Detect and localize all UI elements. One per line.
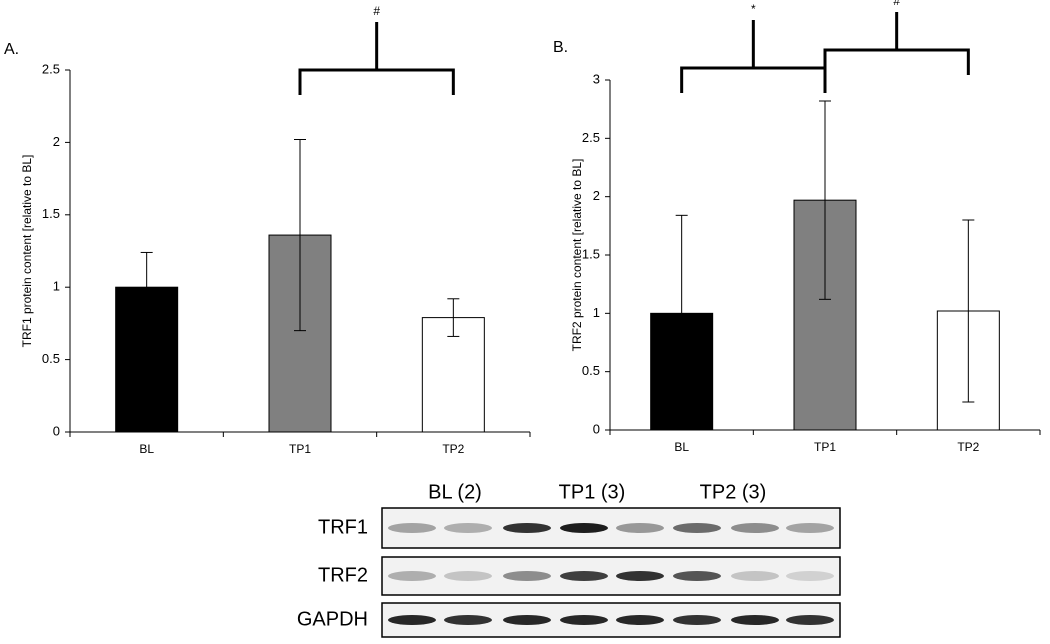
panel-label: B. bbox=[553, 39, 568, 56]
blot-band bbox=[388, 523, 436, 533]
blot-row-label: TRF1 bbox=[318, 516, 368, 538]
error-bar bbox=[294, 139, 306, 332]
error-bar bbox=[962, 219, 975, 403]
blot-band bbox=[444, 615, 492, 625]
blot-band bbox=[503, 615, 551, 625]
blot-band bbox=[616, 571, 664, 581]
error-bar bbox=[140, 251, 153, 323]
blot-band bbox=[786, 571, 834, 581]
blot-band bbox=[786, 523, 834, 533]
blot-band bbox=[388, 571, 436, 581]
y-tick-label: 1.5 bbox=[42, 206, 60, 221]
y-axis-title: TRF2 protein content [relative to BL] bbox=[570, 159, 584, 352]
y-tick-label: 1.5 bbox=[582, 246, 600, 261]
blot-band bbox=[388, 615, 436, 625]
significance-label: * bbox=[751, 2, 756, 16]
blot-band bbox=[503, 523, 551, 533]
blot-band bbox=[731, 523, 779, 533]
blot-group-label: TP1 (3) bbox=[559, 481, 626, 503]
x-tick-label: TP1 bbox=[814, 440, 836, 454]
y-tick-label: 1 bbox=[593, 305, 600, 320]
blot-band bbox=[673, 615, 721, 625]
x-tick-label: TP2 bbox=[442, 442, 464, 456]
x-tick-label: BL bbox=[674, 440, 689, 454]
error-bar bbox=[447, 298, 460, 337]
y-tick-label: 0.5 bbox=[42, 351, 60, 366]
y-tick-label: 2.5 bbox=[582, 130, 600, 145]
y-tick-label: 0 bbox=[53, 423, 60, 438]
blot-band bbox=[560, 523, 608, 533]
x-tick-label: TP1 bbox=[289, 442, 311, 456]
blot-band bbox=[503, 571, 551, 581]
significance-bracket bbox=[298, 22, 455, 95]
significance-bracket bbox=[823, 12, 970, 75]
blot-group-label: BL (2) bbox=[428, 481, 482, 503]
y-tick-label: 1 bbox=[53, 279, 60, 294]
x-tick-label: TP2 bbox=[957, 440, 979, 454]
panel-label: A. bbox=[4, 41, 19, 58]
blot-band bbox=[731, 615, 779, 625]
blot-band bbox=[560, 571, 608, 581]
y-tick-label: 3 bbox=[593, 71, 600, 86]
error-bar bbox=[819, 100, 831, 300]
y-tick-label: 2 bbox=[593, 188, 600, 203]
blot-band bbox=[673, 523, 721, 533]
blot-band bbox=[786, 615, 834, 625]
y-tick-label: 2.5 bbox=[42, 61, 60, 76]
significance-label: # bbox=[893, 0, 900, 8]
blot-band bbox=[673, 571, 721, 581]
significance-bracket bbox=[680, 20, 827, 93]
blot-band bbox=[444, 571, 492, 581]
error-bar bbox=[675, 214, 688, 412]
y-tick-label: 2 bbox=[53, 134, 60, 149]
blot-band bbox=[444, 523, 492, 533]
y-tick-label: 0 bbox=[593, 421, 600, 436]
blot-band bbox=[616, 615, 664, 625]
blot-band bbox=[616, 523, 664, 533]
blot-group-label: TP2 (3) bbox=[700, 481, 767, 503]
y-axis-title: TRF1 protein content [relative to BL] bbox=[20, 155, 34, 348]
blot-row-label: GAPDH bbox=[297, 608, 368, 630]
blot-panel bbox=[381, 507, 841, 549]
significance-label: # bbox=[373, 4, 380, 18]
blot-band bbox=[731, 571, 779, 581]
blot-row-label: TRF2 bbox=[318, 564, 368, 586]
x-tick-label: BL bbox=[139, 442, 154, 456]
y-tick-label: 0.5 bbox=[582, 363, 600, 378]
blot-band bbox=[560, 615, 608, 625]
blot-panel bbox=[381, 556, 841, 596]
